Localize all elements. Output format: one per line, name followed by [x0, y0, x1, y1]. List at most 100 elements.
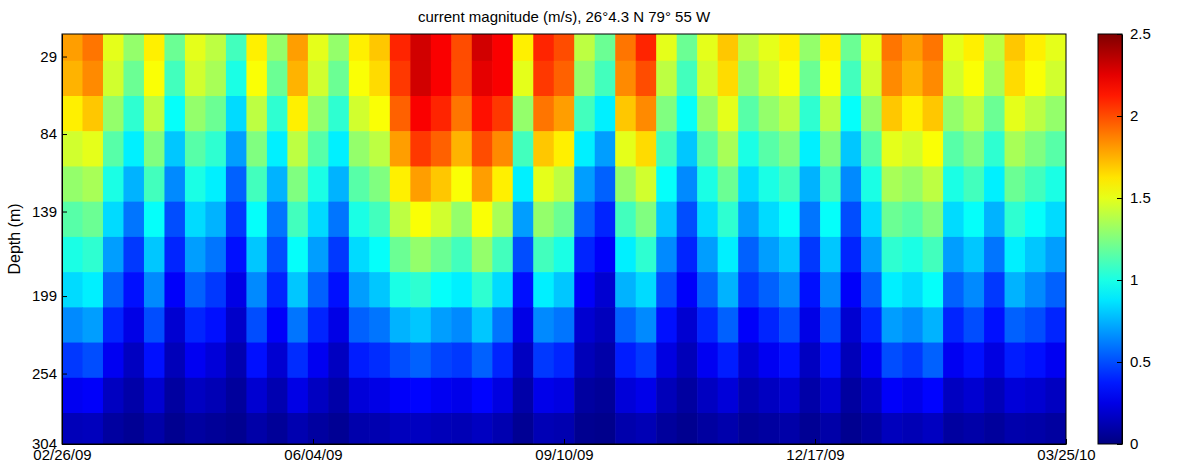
heatmap-cell: [656, 166, 677, 202]
heatmap-cell: [595, 61, 616, 97]
heatmap-cell: [738, 34, 759, 61]
heatmap-cell: [82, 237, 103, 273]
heatmap-cell: [226, 202, 247, 238]
heatmap-cell: [902, 131, 923, 167]
heatmap-cell: [246, 131, 267, 167]
heatmap-cell: [923, 237, 944, 273]
heatmap-cell: [574, 378, 595, 414]
heatmap-cell: [205, 413, 226, 444]
heatmap-cell: [636, 413, 657, 444]
heatmap-cell: [636, 34, 657, 61]
heatmap-cell: [451, 343, 472, 379]
heatmap-cell: [574, 202, 595, 238]
heatmap-cell: [1046, 343, 1066, 379]
heatmap-cell: [738, 272, 759, 308]
heatmap-cell: [1025, 96, 1046, 132]
y-tick-label: 304: [32, 435, 57, 452]
heatmap-cell: [1025, 34, 1046, 61]
heatmap-cell: [595, 202, 616, 238]
heatmap-cell: [636, 343, 657, 379]
heatmap-cell: [820, 96, 841, 132]
heatmap-cell: [185, 413, 206, 444]
heatmap-cell: [964, 131, 985, 167]
heatmap-cell: [246, 34, 267, 61]
heatmap-cell: [677, 96, 698, 132]
heatmap-cell: [984, 343, 1005, 379]
heatmap-cell: [144, 34, 165, 61]
heatmap-cell: [984, 307, 1005, 343]
heatmap-cell: [574, 307, 595, 343]
heatmap-cell: [615, 61, 636, 97]
heatmap-cell: [554, 237, 575, 273]
heatmap-cell: [513, 343, 534, 379]
heatmap-cell: [123, 61, 144, 97]
heatmap-cell: [779, 237, 800, 273]
heatmap-cell: [902, 166, 923, 202]
x-tick-label: 12/17/09: [786, 446, 844, 463]
heatmap-cell: [656, 34, 677, 61]
heatmap-cell: [185, 378, 206, 414]
heatmap-cell: [287, 34, 308, 61]
heatmap-cell: [82, 413, 103, 444]
heatmap-cell: [1046, 131, 1066, 167]
heatmap-cell: [123, 96, 144, 132]
heatmap-cell: [656, 237, 677, 273]
heatmap-cell: [451, 202, 472, 238]
heatmap-cell: [718, 202, 739, 238]
heatmap-cell: [472, 61, 493, 97]
heatmap-cell: [205, 96, 226, 132]
heatmap-cell: [882, 34, 903, 61]
heatmap-cell: [800, 378, 821, 414]
chart-title: current magnitude (m/s), 26°4.3 N 79° 55…: [418, 8, 711, 25]
heatmap-cell: [349, 343, 370, 379]
heatmap-cell: [62, 131, 83, 167]
heatmap-cell: [287, 96, 308, 132]
heatmap-cell: [267, 272, 288, 308]
heatmap-cell: [164, 272, 185, 308]
heatmap-cell: [246, 96, 267, 132]
heatmap-cell: [308, 61, 329, 97]
heatmap-cell: [164, 96, 185, 132]
heatmap-cell: [902, 378, 923, 414]
heatmap-cell: [738, 378, 759, 414]
heatmap-cell: [390, 96, 411, 132]
heatmap-cell: [431, 166, 452, 202]
heatmap-cell: [800, 307, 821, 343]
heatmap-cell: [615, 237, 636, 273]
heatmap-cell: [144, 202, 165, 238]
heatmap-cell: [861, 307, 882, 343]
heatmap-cell: [902, 96, 923, 132]
y-tick: 254: [32, 365, 67, 382]
heatmap-cell: [574, 343, 595, 379]
heatmap-cell: [287, 61, 308, 97]
heatmap-cell: [185, 96, 206, 132]
heatmap-cell: [1025, 166, 1046, 202]
heatmap-cell: [328, 343, 349, 379]
heatmap-cell: [820, 166, 841, 202]
heatmap-cell: [554, 96, 575, 132]
heatmap-cell: [656, 202, 677, 238]
heatmap-cell: [759, 34, 780, 61]
heatmap-cell: [144, 96, 165, 132]
heatmap-cell: [718, 61, 739, 97]
heatmap-cell: [1046, 237, 1066, 273]
heatmap-cell: [902, 61, 923, 97]
heatmap-cell: [738, 343, 759, 379]
heatmap-cell: [636, 131, 657, 167]
heatmap-cell: [779, 272, 800, 308]
x-tick-mark: [815, 439, 816, 444]
heatmap-cell: [574, 131, 595, 167]
heatmap-cell: [882, 166, 903, 202]
y-axis-line: [62, 35, 63, 445]
heatmap-cell: [656, 96, 677, 132]
heatmap-cell: [533, 272, 554, 308]
x-tick-label: 03/25/10: [1037, 446, 1095, 463]
x-tick: 09/10/09: [535, 439, 593, 463]
heatmap-cell: [410, 237, 431, 273]
heatmap-cell: [1046, 378, 1066, 414]
heatmap-cell: [205, 343, 226, 379]
heatmap-cell: [82, 96, 103, 132]
heatmap-cell: [759, 378, 780, 414]
heatmap-cell: [554, 343, 575, 379]
heatmap-cell: [410, 131, 431, 167]
